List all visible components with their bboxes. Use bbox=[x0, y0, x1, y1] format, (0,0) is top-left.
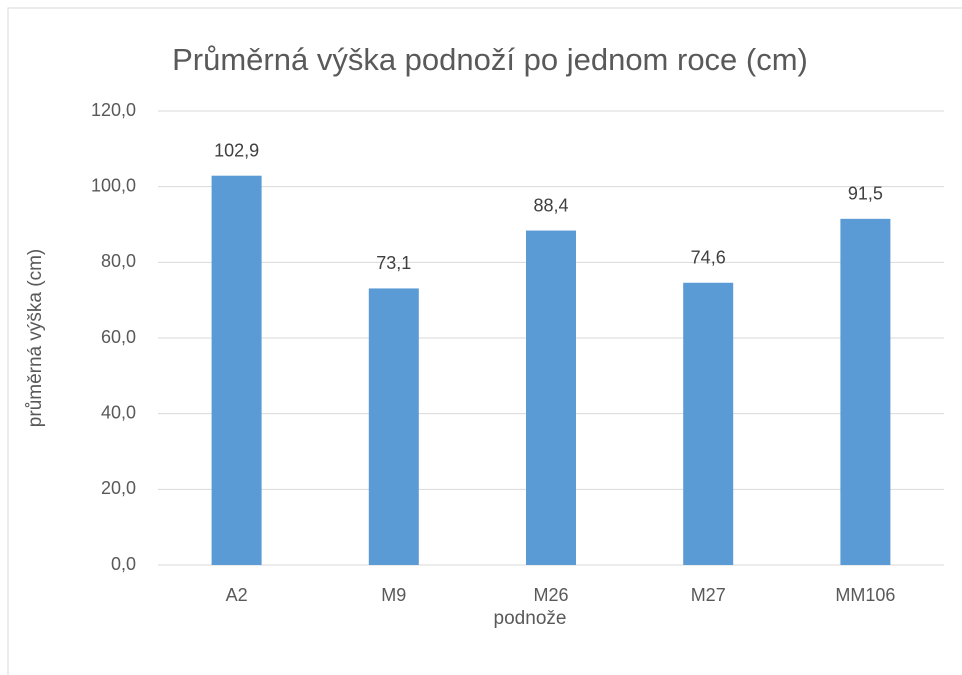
x-tick-label: MM106 bbox=[835, 585, 895, 605]
y-tick-label: 0,0 bbox=[111, 554, 136, 574]
y-tick-label: 80,0 bbox=[101, 251, 136, 271]
x-tick-label: M26 bbox=[533, 585, 568, 605]
bar bbox=[368, 288, 419, 565]
y-tick-label: 100,0 bbox=[91, 175, 136, 195]
data-label: 88,4 bbox=[533, 195, 568, 215]
data-label: 74,6 bbox=[691, 248, 726, 268]
chart-frame bbox=[7, 7, 962, 675]
bar bbox=[211, 175, 262, 565]
y-tick-label: 40,0 bbox=[101, 402, 136, 422]
y-tick-label: 20,0 bbox=[101, 478, 136, 498]
x-tick-label: M27 bbox=[691, 585, 726, 605]
chart-title: Průměrná výška podnoží po jednom roce (c… bbox=[172, 42, 808, 77]
x-tick-label: A2 bbox=[226, 585, 248, 605]
bar bbox=[683, 282, 734, 565]
y-tick-label: 60,0 bbox=[101, 327, 136, 347]
y-axis-title: průměrná výška (cm) bbox=[25, 249, 46, 427]
data-label: 91,5 bbox=[848, 184, 883, 204]
bar bbox=[526, 230, 576, 565]
y-tick-label: 120,0 bbox=[91, 100, 136, 120]
data-label: 102,9 bbox=[214, 140, 259, 160]
x-tick-label: M9 bbox=[381, 585, 406, 605]
bar bbox=[840, 218, 891, 565]
data-label: 73,1 bbox=[376, 253, 411, 273]
x-axis-title: podnože bbox=[494, 608, 567, 629]
